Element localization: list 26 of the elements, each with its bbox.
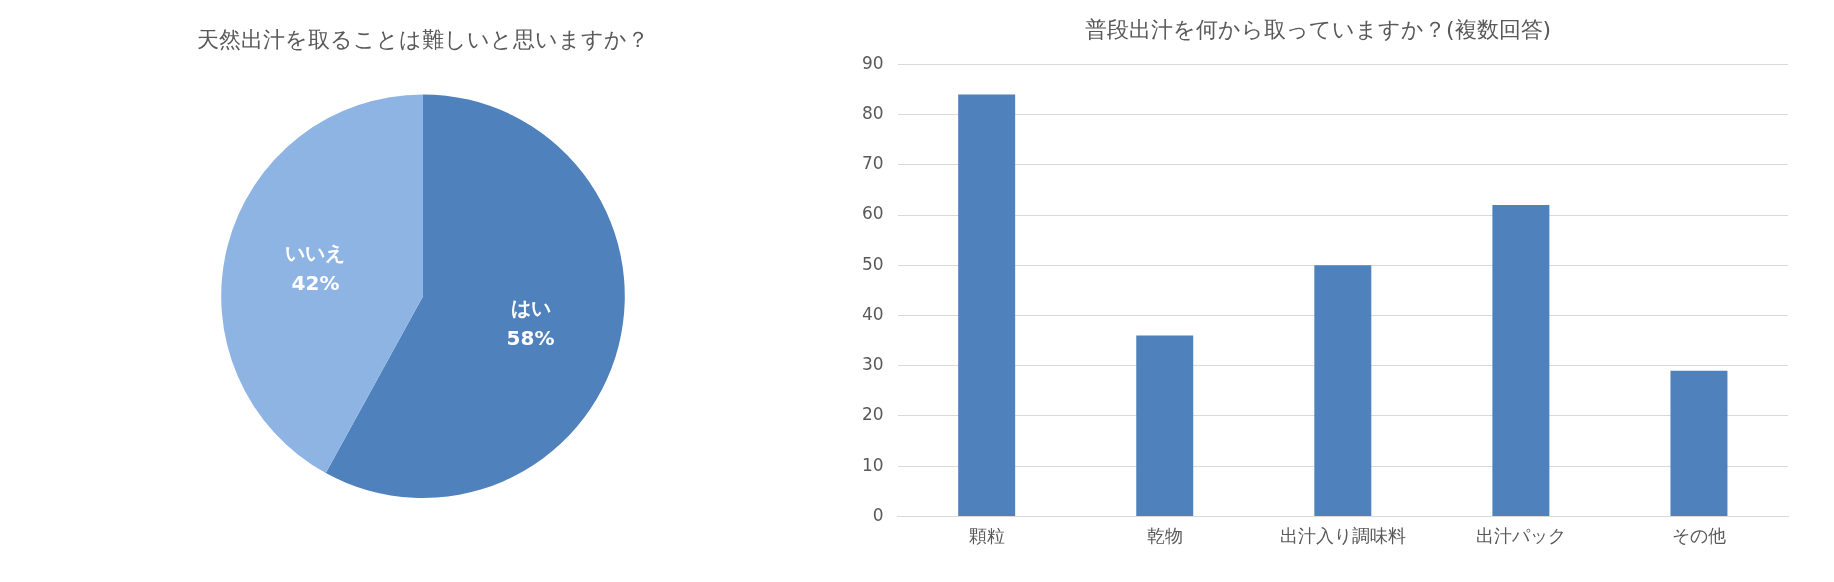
y-tick-label: 0: [872, 504, 884, 525]
data-label: 58%: [506, 326, 555, 351]
y-tick-label: 20: [861, 404, 884, 425]
x-tick-label: その他: [1671, 524, 1726, 546]
bar: [1492, 205, 1550, 516]
y-tick-label: 10: [861, 454, 884, 475]
x-tick-label: 乾物: [1146, 524, 1183, 546]
bar: [1136, 335, 1194, 516]
bar: [1670, 370, 1728, 516]
slice-label: いいえ: [285, 240, 346, 265]
data-label: 42%: [291, 270, 340, 295]
x-tick-label: 顆粒: [968, 524, 1005, 546]
y-tick-label: 50: [861, 253, 884, 274]
chart-title: 天然出汁を取ることは難しいと思いますか？: [197, 26, 649, 52]
y-tick-label: 60: [861, 203, 884, 224]
y-tick-label: 80: [861, 103, 884, 124]
bar: [958, 94, 1016, 516]
y-tick-label: 90: [861, 52, 884, 73]
chart-title: 普段出汁を何から取っていますか？(複数回答): [1084, 16, 1552, 42]
x-tick-label: 出汁パック: [1475, 524, 1566, 546]
slice-label: はい: [510, 296, 551, 321]
bar: [1314, 265, 1372, 516]
y-tick-label: 70: [861, 153, 884, 174]
y-tick-label: 40: [861, 303, 884, 324]
y-tick-label: 30: [861, 354, 884, 375]
x-tick-label: 出汁入り調味料: [1279, 524, 1406, 546]
